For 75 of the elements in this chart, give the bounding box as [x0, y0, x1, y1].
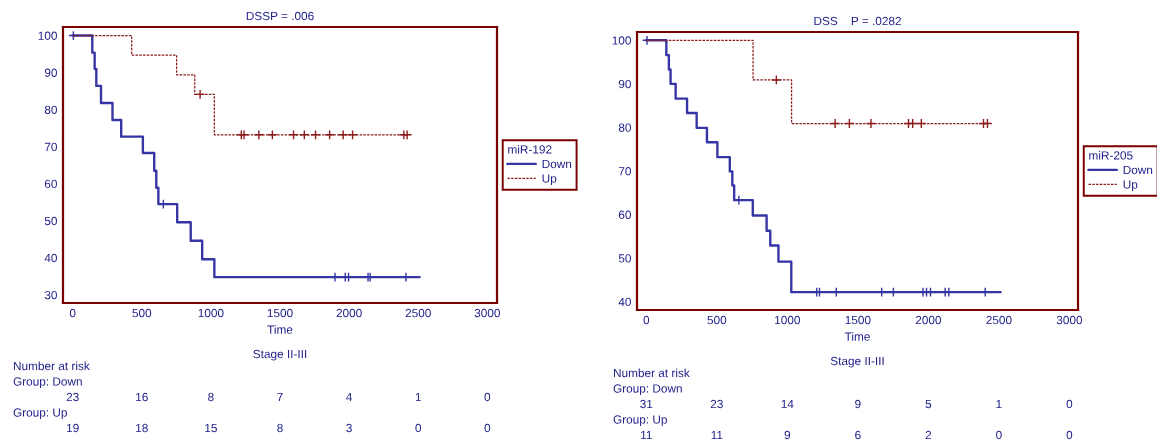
y-tick-label: 60 — [44, 179, 57, 189]
y-tick-label: 90 — [44, 68, 57, 77]
text: Group: Down — [613, 384, 682, 395]
text: 8 — [208, 392, 214, 402]
x-tick-label: 1500 — [845, 315, 871, 325]
legend-label: Down — [1123, 165, 1153, 175]
x-tick-label: 0 — [69, 308, 76, 318]
text: Number at risk — [613, 368, 690, 378]
text: 9 — [855, 399, 861, 409]
legend-label: Up — [1123, 180, 1138, 192]
x-tick-label: 500 — [132, 308, 152, 318]
text: Stage II-III — [253, 349, 307, 361]
legend-title: miR-205 — [1089, 150, 1133, 160]
text: 9 — [784, 430, 791, 440]
y-tick-label: 60 — [618, 210, 631, 219]
text: Group: Up — [13, 408, 67, 419]
chart-title: DSS P = .0282 — [814, 16, 901, 26]
legend-label: Down — [542, 159, 572, 169]
text: 23 — [66, 392, 79, 402]
text: 31 — [640, 399, 653, 409]
text: 2 — [925, 430, 932, 440]
y-tick-label: 80 — [44, 105, 57, 115]
legend-title: miR-192 — [508, 144, 552, 154]
x-tick-label: 2500 — [986, 315, 1012, 325]
y-tick-label: 100 — [612, 36, 631, 45]
x-tick-label: 0 — [643, 315, 650, 325]
chart-title: DSSP = .006 — [246, 11, 314, 21]
text: 11 — [711, 430, 723, 440]
text: 0 — [484, 423, 491, 433]
text: 18 — [136, 423, 148, 433]
y-tick-label: 90 — [618, 79, 631, 89]
x-tick-label: 500 — [707, 315, 727, 325]
y-tick-label: 50 — [44, 216, 57, 226]
y-tick-label: 70 — [44, 142, 57, 152]
text: 6 — [855, 430, 861, 440]
legend-label: Up — [542, 174, 557, 186]
x-tick-label: 1500 — [267, 308, 293, 318]
y-tick-label: 80 — [618, 123, 631, 132]
text: 15 — [205, 423, 217, 433]
y-tick-label: 30 — [44, 290, 57, 300]
x-axis-title: Time — [267, 325, 293, 334]
text: Number at risk — [13, 361, 90, 371]
text: 1 — [996, 399, 1002, 409]
text: 11 — [641, 430, 652, 440]
text: 0 — [415, 423, 422, 433]
text: 0 — [1066, 430, 1073, 440]
y-tick-label: 100 — [38, 31, 57, 40]
y-tick-label: 50 — [618, 254, 631, 263]
x-tick-label: 3000 — [1056, 315, 1083, 325]
text: 5 — [925, 399, 932, 409]
text: 23 — [710, 399, 723, 409]
text: 0 — [1066, 399, 1073, 409]
y-tick-label: 70 — [618, 167, 631, 176]
text: Stage II-III — [830, 356, 884, 368]
text: Group: Down — [13, 377, 82, 388]
text: 4 — [346, 392, 353, 402]
y-tick-label: 40 — [618, 297, 631, 307]
text: 1 — [415, 392, 421, 402]
text: 16 — [136, 392, 148, 402]
x-tick-label: 2000 — [336, 308, 362, 318]
text: 8 — [277, 423, 283, 433]
text: 3 — [346, 423, 352, 433]
x-tick-label: 1000 — [775, 315, 801, 325]
x-tick-label: 1000 — [198, 308, 224, 318]
text: 14 — [781, 399, 794, 409]
text: 19 — [67, 423, 79, 433]
x-tick-label: 2500 — [405, 308, 431, 318]
y-tick-label: 40 — [44, 253, 57, 263]
text: 7 — [277, 392, 283, 402]
text: 0 — [996, 430, 1002, 440]
text: Group: Up — [613, 415, 667, 426]
x-tick-label: 2000 — [915, 315, 942, 325]
text: 0 — [484, 392, 491, 402]
x-axis-title: Time — [844, 332, 870, 341]
x-tick-label: 3000 — [474, 308, 500, 318]
